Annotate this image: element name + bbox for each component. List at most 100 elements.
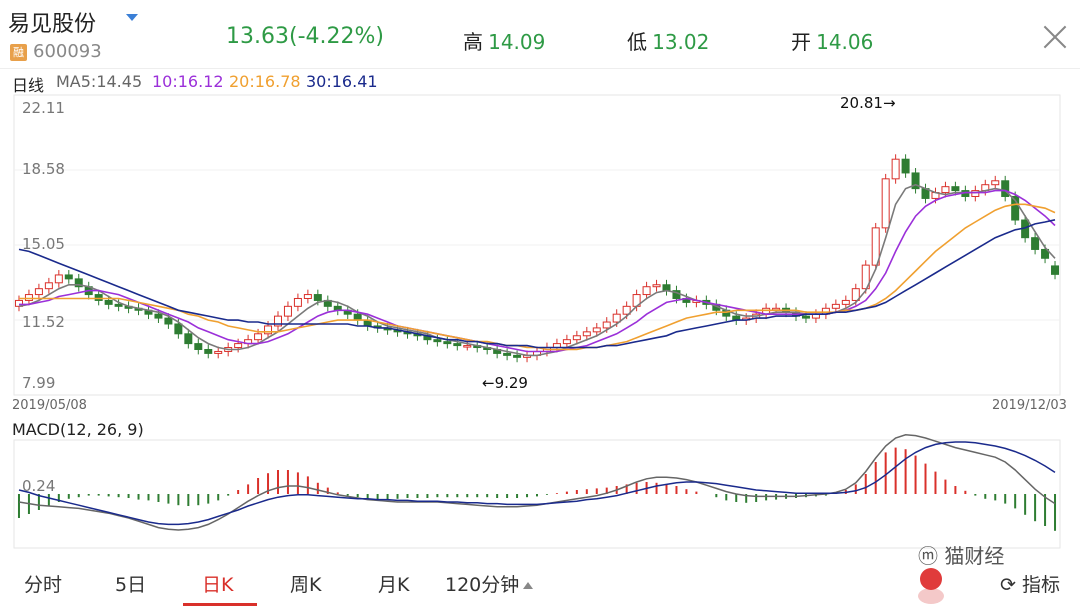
candle-body [662,284,671,292]
candle-body [642,286,651,296]
moving-average-lines [18,183,1056,357]
candle-body [254,333,263,341]
candle-body [652,284,661,288]
legend-ma30: 30:16.41 [306,72,378,91]
grid-lines [13,94,1061,549]
candle-body [1011,195,1020,221]
candle-body [443,341,452,345]
y-tick-label: 18.58 [22,160,65,178]
candle-body [54,274,63,284]
candle-body [264,325,273,335]
candle-body [901,158,910,174]
candle-body [991,180,1000,186]
ma10-line [19,189,1056,353]
low-annotation: ←9.29 [482,374,528,392]
record-shadow [918,588,944,604]
macd-y-tick: 0.24 [22,477,56,495]
x-start-date: 2019/05/08 [12,398,87,413]
tab-120min[interactable]: 120分钟 [445,570,534,597]
macd-dea-line [18,441,1056,526]
candle-body [622,305,631,315]
candle-body [951,186,960,192]
candle-body [831,303,840,309]
low-stat: 低 13.02 [627,26,709,55]
open-value: 14.06 [816,30,874,54]
candle-body [871,227,880,266]
candle-body [154,313,163,319]
candle-body [303,294,312,299]
candle-body [184,333,193,345]
tab-indicators[interactable]: ⟳ 指标 [1000,570,1060,597]
open-stat: 开 14.06 [791,26,873,55]
candle-body [911,172,920,190]
candle-body [463,345,472,348]
tab-120min-label: 120分钟 [445,574,520,596]
candle-body [941,186,950,194]
tab-5day[interactable]: 5日 [115,574,147,596]
tab-intraday[interactable]: 分时 [24,574,63,596]
candle-body [801,315,810,319]
watermark: ⓜ 猫财经 [918,540,1004,569]
candle-body [1031,237,1040,250]
candle-body [433,339,442,343]
candle-body [164,317,173,325]
candle-body [971,190,980,197]
candle-body [14,299,23,307]
tab-weekly-k[interactable]: 周K [290,574,322,596]
chart-canvas[interactable] [0,0,1080,560]
ma5-line [18,183,1056,357]
candle-body [1051,265,1060,275]
legend-ma5: MA5:14.45 [56,72,143,91]
macd-dif-line [18,434,1056,531]
price-change: 13.63(-4.22%) [226,24,384,49]
candle-body [562,339,571,345]
macd-label: MACD(12, 26, 9) [12,420,144,439]
candle-body [293,297,302,307]
candle-body [74,278,83,288]
y-tick-label: 22.11 [22,99,65,117]
candle-body [891,158,900,180]
candle-body [64,274,73,280]
candle-body [273,315,282,327]
wechat-icon: ⓜ [918,544,938,568]
legend-ma10: 10:16.12 [152,72,224,91]
macd-frame [13,439,1061,549]
candle-body [881,178,890,229]
legend-period: 日线 [12,76,45,95]
candle-body [513,354,522,358]
low-value: 13.02 [652,30,710,54]
candle-body [214,350,223,354]
candle-body [612,313,621,323]
legend-ma20: 20:16.78 [229,72,301,91]
high-annotation: 20.81→ [840,94,896,112]
candle-body [353,313,362,321]
candle-body [851,288,860,301]
ma30-line [18,219,1056,349]
candle-body [44,282,53,290]
stock-name[interactable]: 易见股份 [8,12,97,37]
header-divider [0,68,1080,69]
candle-body [572,335,581,341]
candle-body [453,343,462,347]
low-label: 低 [627,30,647,54]
dropdown-caret-icon[interactable] [126,14,138,21]
margin-badge: 融 [10,44,27,61]
x-end-date: 2019/12/03 [992,398,1067,413]
current-price: 13.63 [226,24,289,49]
high-stat: 高 14.09 [463,26,545,55]
change-percent: (-4.22%) [288,24,384,49]
active-tab-underline [183,603,257,606]
record-button[interactable] [920,568,942,590]
y-tick-label: 7.99 [22,374,56,392]
candle-body [24,294,33,301]
candle-body [234,343,243,349]
y-tick-label: 11.52 [22,313,65,331]
caret-up-icon [523,582,534,589]
indicator-icon: ⟳ [1000,574,1016,596]
candle-body [1041,248,1050,259]
tab-monthly-k[interactable]: 月K [378,574,410,596]
candle-body [602,321,611,329]
tab-daily-k[interactable]: 日K [202,574,234,596]
candle-body [104,299,113,305]
tab-indicators-label: 指标 [1021,574,1060,596]
